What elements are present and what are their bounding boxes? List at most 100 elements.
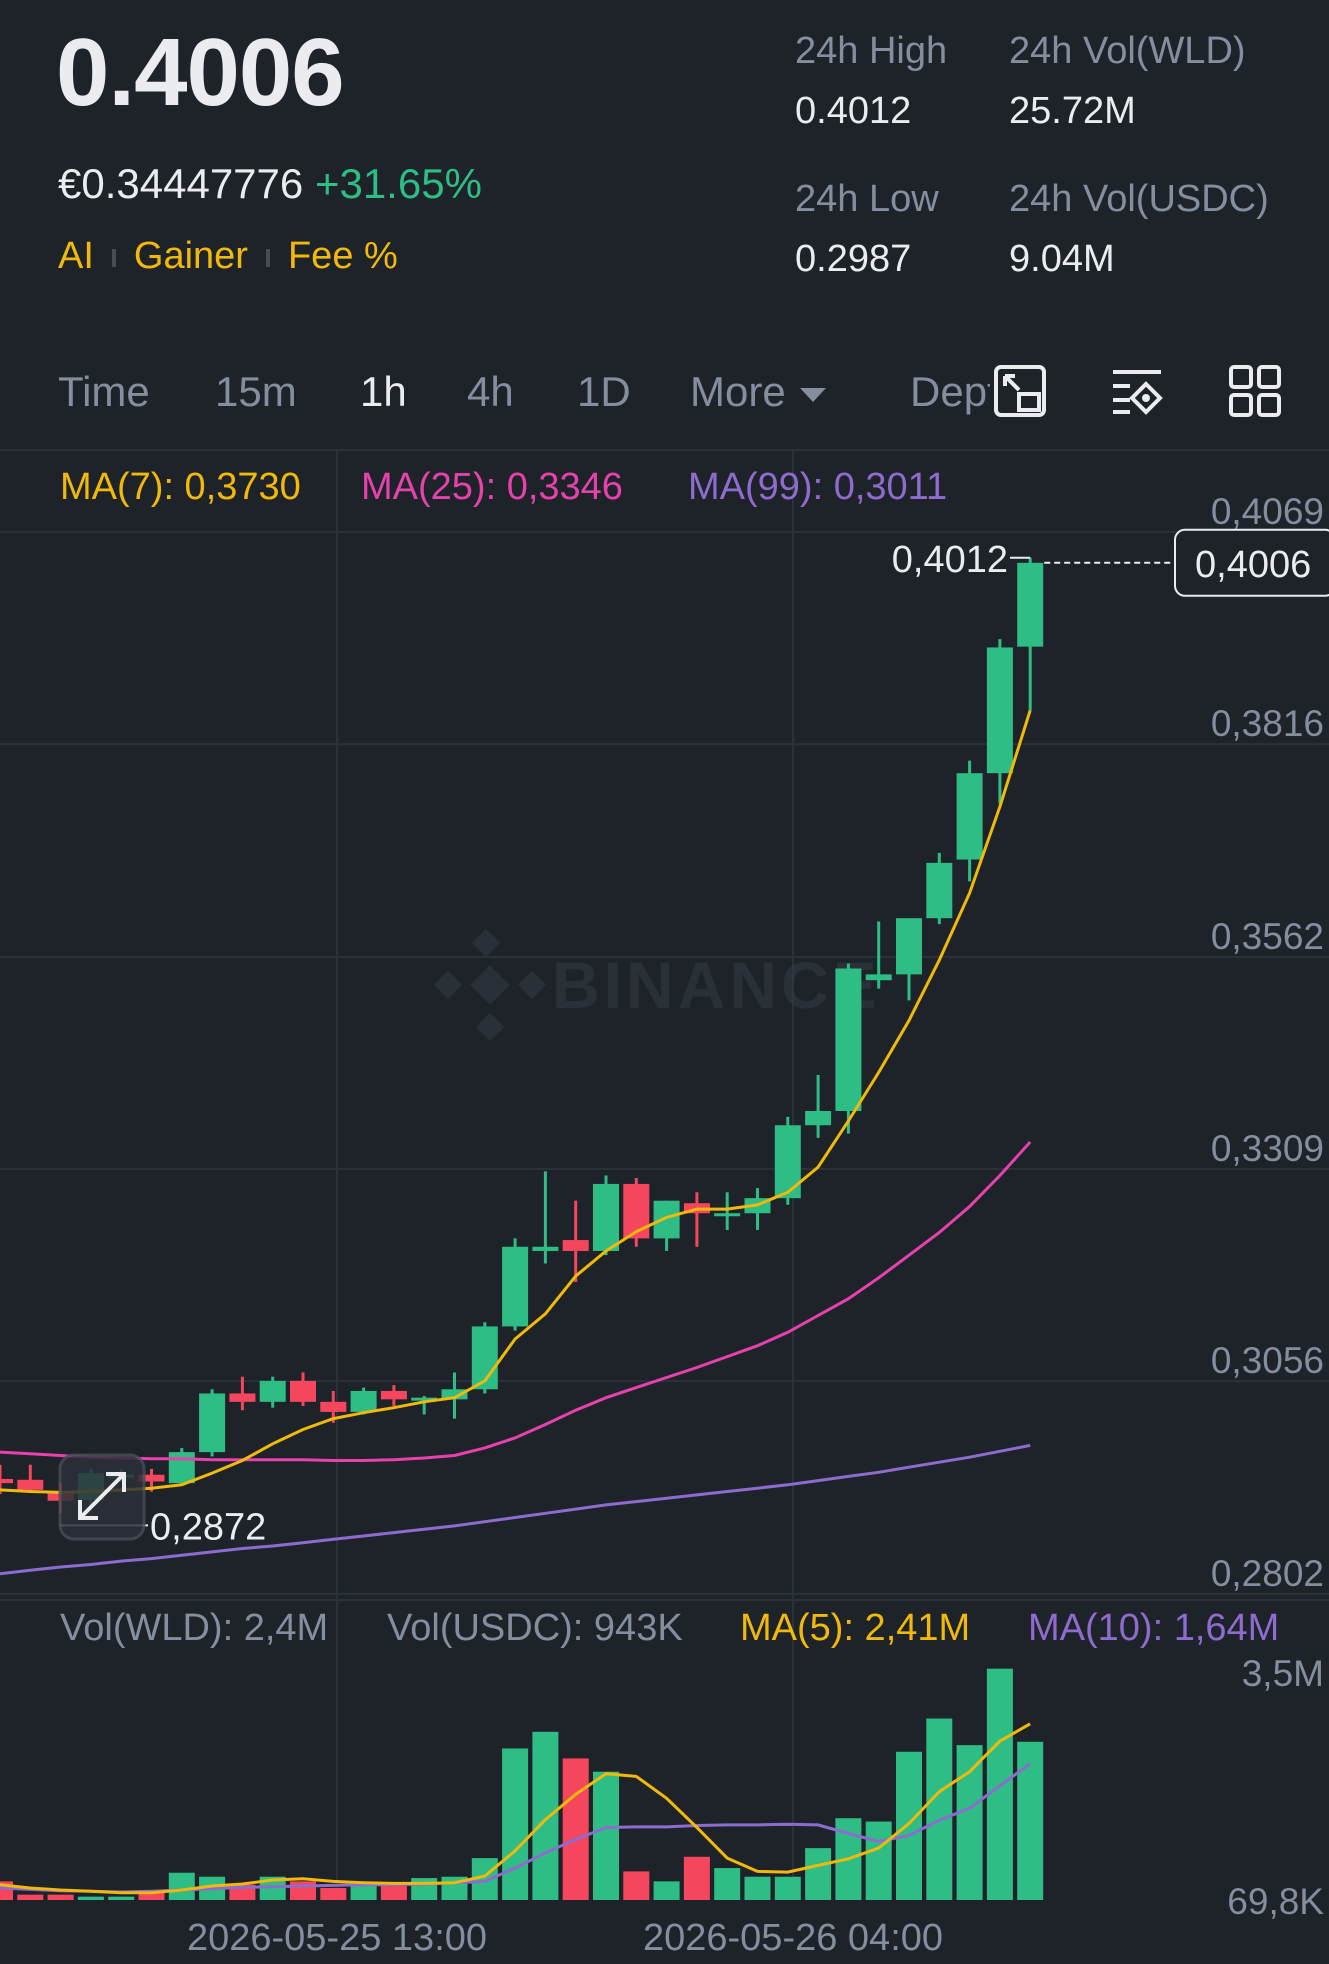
candle-body [774,1125,801,1199]
x-tick-label: 2026-05-26 04:00 [643,1917,943,1959]
ma7-legend: MA(7): 0,3730 [60,466,301,508]
candle-body [199,1393,226,1453]
candle-body [350,1390,377,1412]
candle-body [956,773,983,860]
candle-body [986,647,1013,774]
tab-15m[interactable]: 15m [215,368,297,415]
tab-more[interactable]: More [690,368,826,416]
indicator-icon[interactable] [1110,364,1164,418]
watermark-text: BINANCE [552,948,881,1022]
tag-gainer[interactable]: Gainer [133,235,248,277]
high-marker-label: 0,4012 [892,539,1008,581]
candle-body [623,1183,650,1239]
candle-body [714,1213,741,1217]
change-percent: +31.65% [314,160,482,207]
volume-bar [168,1872,195,1900]
volume-tick-label: 69,8K [1227,1881,1324,1922]
stat-vol-quote-value: 9.04M [1009,238,1115,280]
last-price-box [1174,528,1329,597]
stat-low-value: 0.2987 [795,238,912,280]
ma25-line [0,1140,1032,1462]
volume-bar [623,1871,650,1900]
y-tick-label: 0,3816 [1211,703,1324,744]
candle-body [865,974,892,981]
grid-lines [0,450,1329,1900]
last-price: 0.4006 [56,19,345,126]
y-tick-label: 0,3562 [1211,916,1324,957]
candle-body [441,1389,468,1400]
candle-body [1017,562,1044,647]
tag-fee[interactable]: Fee % [287,235,398,277]
candle-body [380,1390,407,1400]
volume-bar [744,1876,771,1900]
ma99-legend: MA(99): 0,3011 [688,466,947,508]
ma99-line [0,1443,1031,1576]
tag-ai[interactable]: AI [58,235,94,277]
candle-body [926,862,953,919]
candle-body [17,1479,44,1490]
tag-divider [265,248,270,267]
tab-depth[interactable]: Depth [910,368,990,415]
candle-body [835,968,862,1111]
volume-bar [805,1848,832,1900]
volume-bar [320,1888,347,1900]
stat-high-label: 24h High [795,30,948,72]
candles [0,557,1044,1514]
candle-body [593,1183,619,1251]
fiat-price: €0.34447776 [58,160,304,207]
candle-body [502,1246,529,1327]
volume-tick-label: 3,5M [1242,1653,1324,1694]
stat-vol-base-label: 24h Vol(WLD) [1009,30,1246,72]
volume-bar [17,1894,44,1900]
volume-bar [259,1876,286,1900]
volume-bar [380,1886,407,1900]
volume-axis-labels: 3,5M 69,8K [1227,1653,1324,1922]
volume-bar [593,1771,619,1900]
tab-4h[interactable]: 4h [467,368,514,415]
candle-body [290,1380,316,1402]
volume-bar [502,1748,529,1900]
candle-body [653,1200,680,1239]
candle-body [168,1452,195,1484]
last-price-label: 0,4006 [1195,544,1311,586]
tab-more-label: More [690,368,786,415]
tab-1d[interactable]: 1D [577,368,631,415]
volume-bar [77,1896,104,1900]
y-tick-label: 0,3309 [1211,1128,1324,1169]
stat-vol-quote-label: 24h Vol(USDC) [1009,178,1269,220]
vol-quote-legend: Vol(USDC): 943K [387,1607,683,1649]
vol-ma5-line [0,1722,1031,1895]
ma25-legend: MA(25): 0,3346 [361,466,623,508]
tag-row: AI Gainer Fee % [58,235,398,278]
tag-divider [111,248,116,267]
chart-settings-icon[interactable] [993,364,1047,418]
tab-time[interactable]: Time [58,368,150,415]
volume-bar [896,1751,922,1900]
y-tick-label: 0,2802 [1211,1553,1324,1594]
low-marker-label: 0,2872 [150,1506,266,1548]
candle-body [532,1246,559,1251]
vol-base-legend: Vol(WLD): 2,4M [60,1607,328,1649]
y-axis-labels: 0,4069 0,3816 0,3562 0,3309 0,3056 0,2802 [1211,491,1324,1594]
ma7-line [0,709,1032,1494]
grid-layout-icon[interactable] [1228,364,1282,418]
x-axis-labels: 2026-05-25 13:00 2026-05-26 04:00 [187,1917,943,1959]
volume-bar [290,1881,316,1900]
candle-body [411,1397,438,1401]
fiat-price-row: €0.34447776 +31.65% [58,160,482,208]
volume-bar [108,1896,135,1900]
volume-bar [774,1876,801,1900]
tab-1h[interactable]: 1h [360,368,407,415]
candle-body [259,1380,286,1402]
candle-body [320,1401,347,1412]
expand-button[interactable] [58,1453,146,1541]
volume-bar [714,1868,741,1900]
stat-high-value: 0.4012 [795,90,912,132]
volume-bar [865,1821,892,1900]
volume-bar [653,1881,680,1900]
caret-down-icon [799,387,826,402]
stat-vol-base-value: 25.72M [1009,90,1136,132]
volume-bar [350,1884,377,1900]
y-tick-label: 0,3056 [1211,1340,1324,1381]
